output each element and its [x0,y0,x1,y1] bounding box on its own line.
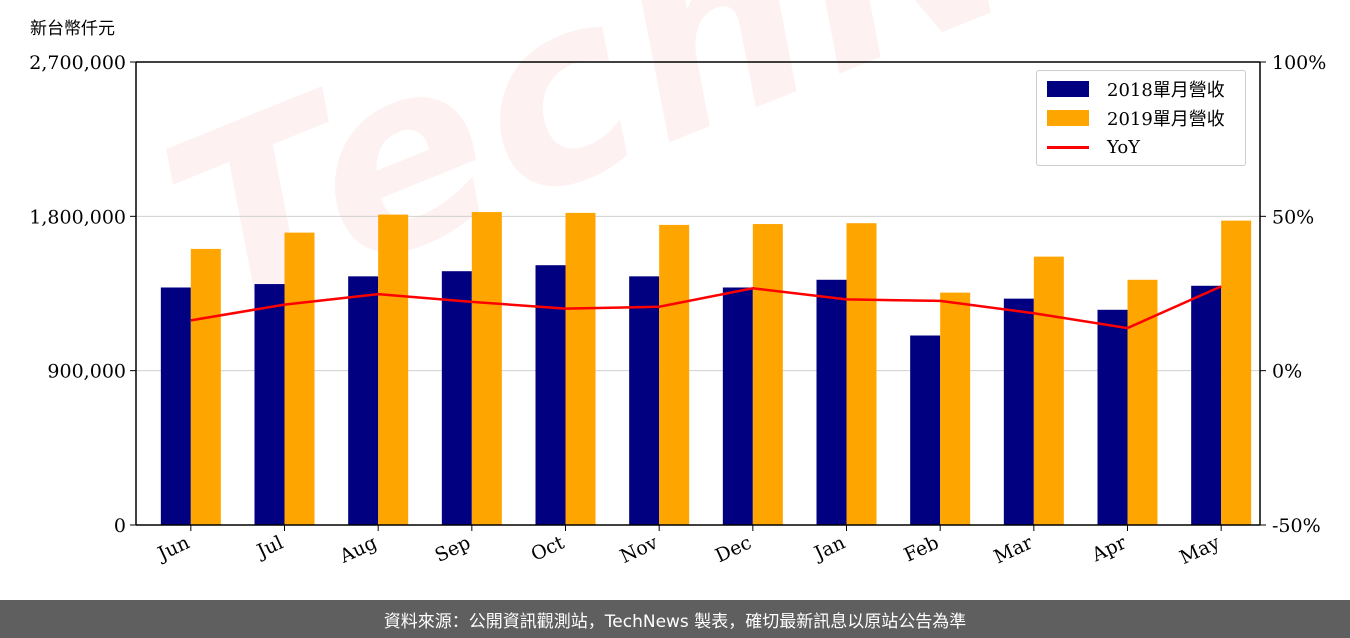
bar-2018 [1191,285,1222,525]
legend-item-2019: 2019單月營收 [1047,106,1225,130]
x-tick-label: Jul [252,532,287,564]
y-right-tick-label: 50% [1272,206,1314,228]
x-tick-label: Dec [712,532,755,568]
legend-line-yoy [1047,145,1089,149]
x-tick-label: Apr [1088,531,1131,567]
bar-2019 [1033,256,1064,525]
chart-legend: 2018單月營收 2019單月營收 YoY [1036,70,1246,166]
x-tick-label: Feb [901,532,943,567]
y-right-tick-label: 0% [1272,361,1302,383]
x-tick-label: Jun [153,532,193,566]
y-left-tick-label: 2,700,000 [29,52,126,74]
x-tick-label: May [1176,531,1223,569]
bar-2019 [940,292,971,525]
y-right-tick-label: -50% [1272,515,1321,537]
bar-2019 [471,212,502,525]
bar-2018 [441,271,472,525]
bar-2018 [722,287,753,525]
bar-2019 [752,224,783,526]
legend-label-yoy: YoY [1107,136,1141,158]
bar-2019 [378,214,409,525]
bar-2018 [1097,309,1128,525]
legend-label-2018: 2018單月營收 [1107,80,1225,101]
x-tick-label: Aug [336,532,381,568]
bar-2018 [1003,298,1034,525]
bar-2018 [910,335,941,525]
bar-2018 [160,287,191,525]
legend-item-yoy: YoY [1047,135,1140,159]
legend-label-2019: 2019單月營收 [1107,109,1225,130]
y-axis-unit-label: 新台幣仟元 [30,19,115,39]
footer-text: 資料來源：公開資訊觀測站，TechNews 製表，確切最新訊息以原站公告為準 [383,611,967,632]
bar-2019 [846,223,877,525]
x-tick-label: Mar [991,531,1037,568]
y-right-tick-label: 100% [1272,52,1326,74]
bar-2018 [254,284,285,525]
bar-2018 [535,265,566,525]
x-tick-label: Jan [809,532,848,566]
bar-2019 [284,232,315,525]
revenue-chart: 0 900,000 1,800,000 2,700,000 -50% 0% 50% 100% J… [29,52,1326,569]
source-footer: 資料來源：公開資訊觀測站，TechNews 製表，確切最新訊息以原站公告為準 [0,600,1350,638]
bar-2019 [190,248,221,526]
x-tick-label: Sep [432,532,474,567]
bar-2018 [629,276,660,525]
bar-2018 [348,276,379,525]
legend-swatch-2018 [1047,81,1089,97]
bar-2019 [1221,220,1252,526]
x-tick-label: Nov [617,531,662,567]
y-left-tick-label: 900,000 [47,361,126,383]
legend-swatch-2019 [1047,110,1089,126]
y-left-tick-label: 0 [114,515,126,537]
legend-item-2018: 2018單月營收 [1047,77,1225,101]
bar-2019 [565,212,596,526]
y-left-tick-label: 1,800,000 [29,206,126,228]
bar-2019 [659,224,690,525]
x-tick-label: Oct [528,531,568,565]
bar-2018 [816,279,847,525]
yoy-line [190,285,1222,330]
